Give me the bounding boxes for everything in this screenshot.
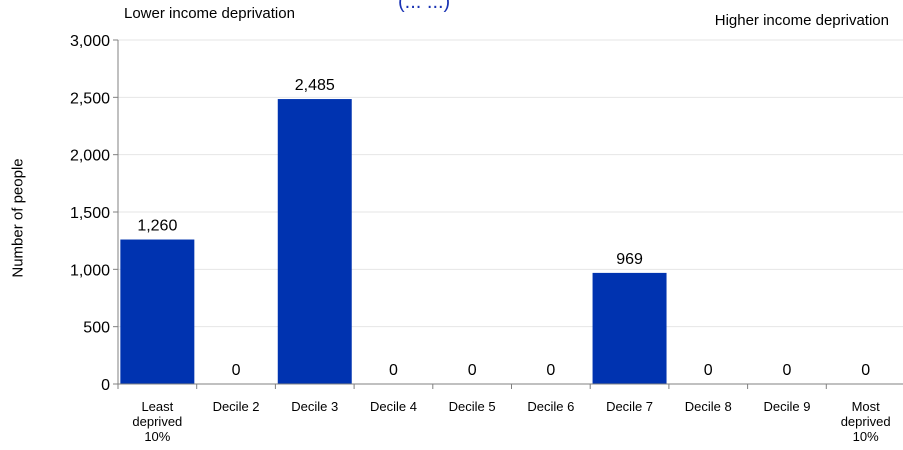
data-label: 2,485 <box>295 77 335 94</box>
x-tick-label: Decile 4 <box>370 399 417 414</box>
x-tick-label: Decile 8 <box>685 399 732 414</box>
data-label: 969 <box>616 251 643 268</box>
chart-title: (... ...) <box>398 0 451 13</box>
x-tick-label: Least deprived 10% <box>132 399 182 444</box>
data-label: 0 <box>546 362 555 379</box>
y-tick-label: 2,000 <box>70 148 110 165</box>
x-tick-label: Decile 2 <box>213 399 260 414</box>
data-label: 0 <box>861 362 870 379</box>
bar <box>592 272 667 384</box>
x-tick-label: Decile 6 <box>527 399 574 414</box>
annotation-higher-deprivation: Higher income deprivation <box>714 12 889 29</box>
y-tick-label: 2,500 <box>70 90 110 107</box>
bars <box>120 99 667 384</box>
data-label: 0 <box>782 362 791 379</box>
data-label: 0 <box>704 362 713 379</box>
x-tick-label: Decile 9 <box>763 399 810 414</box>
x-tick-label: Most deprived 10% <box>841 399 891 444</box>
data-label: 1,260 <box>137 218 177 235</box>
x-tick-label: Decile 7 <box>606 399 653 414</box>
annotation-lower-deprivation: Lower income deprivation <box>124 5 295 22</box>
data-label: 0 <box>389 362 398 379</box>
gridlines <box>118 39 903 328</box>
axes <box>113 39 903 389</box>
y-tick-label: 1,500 <box>70 205 110 222</box>
bar <box>277 99 352 384</box>
x-tick-label: Decile 3 <box>291 399 338 414</box>
y-tick-label: 3,000 <box>70 33 110 50</box>
data-label: 0 <box>468 362 477 379</box>
bar <box>120 239 195 384</box>
x-tick-label: Decile 5 <box>449 399 496 414</box>
labels: 0 500 1,000 1,500 2,000 2,500 3,000 1,260 Least d… <box>70 33 891 444</box>
y-tick-label: 0 <box>101 377 110 394</box>
y-tick-label: 1,000 <box>70 262 110 279</box>
data-label: 0 <box>232 362 241 379</box>
y-tick-label: 500 <box>83 320 110 337</box>
